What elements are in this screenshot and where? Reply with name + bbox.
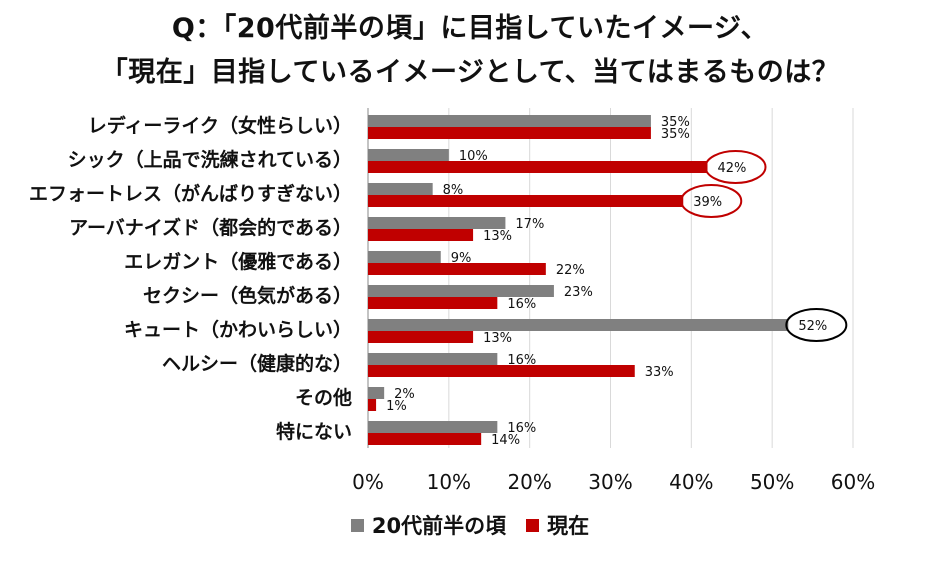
bar-past: [368, 149, 449, 161]
legend-item-past: 20代前半の頃: [350, 510, 507, 540]
x-tick-label: 0%: [352, 470, 384, 494]
data-label: 33%: [645, 365, 674, 380]
bar-now: [368, 433, 482, 445]
x-tick-label: 60%: [831, 470, 875, 494]
bar-now: [368, 331, 474, 343]
legend-label-past: 20代前半の頃: [371, 514, 507, 538]
legend-swatch-past: [350, 518, 364, 532]
data-label: 35%: [661, 115, 690, 130]
x-tick-label: 40%: [669, 470, 713, 494]
data-label: 17%: [515, 217, 544, 232]
category-label: レディーライク（女性らしい）: [88, 114, 352, 137]
data-label: 1%: [386, 399, 407, 414]
bar-past: [368, 387, 385, 399]
data-label: 10%: [459, 149, 488, 164]
bar-past: [368, 421, 498, 433]
data-label: 16%: [507, 353, 536, 368]
bar-now: [368, 399, 377, 411]
chart-title-line2: 「現在」目指しているイメージとして、当てはまるものは？: [100, 57, 840, 88]
category-label: エフォートレス（がんばりすぎない）: [29, 182, 352, 205]
category-label: アーバナイズド（都会的である）: [69, 216, 352, 239]
data-label: 22%: [556, 263, 585, 278]
bar-now: [368, 263, 546, 275]
bar-past: [368, 319, 789, 331]
category-label: シック（上品で洗練されている）: [68, 148, 352, 171]
bar-past: [368, 183, 433, 195]
category-label: エレガント（優雅である）: [124, 250, 352, 273]
category-label: 特にない: [276, 421, 352, 443]
chart-title-line1: Q：「20代前半の頃」に目指していたイメージ、: [171, 13, 769, 44]
data-label: 13%: [483, 331, 512, 346]
highlight-ellipse: [785, 308, 848, 342]
data-label: 35%: [661, 127, 690, 142]
bar-now: [368, 161, 708, 173]
data-label: 9%: [451, 251, 472, 266]
chart-legend: 20代前半の頃 現在: [0, 510, 940, 540]
data-label: 13%: [483, 229, 512, 244]
data-label: 39%: [693, 195, 722, 210]
bar-past: [368, 115, 651, 127]
bar-past: [368, 353, 498, 365]
bar-now: [368, 195, 684, 207]
category-label: セクシー（色気がある）: [143, 284, 352, 307]
x-tick-label: 30%: [588, 470, 632, 494]
category-label: ヘルシー（健康的な）: [162, 352, 352, 375]
bar-past: [368, 251, 441, 263]
category-label: キュート（かわいらしい）: [124, 318, 352, 341]
x-tick-label: 50%: [750, 470, 794, 494]
bar-now: [368, 127, 651, 139]
category-label: その他: [295, 386, 352, 409]
data-label: 14%: [491, 433, 520, 448]
legend-item-now: 現在: [526, 510, 589, 540]
data-label: 2%: [394, 387, 415, 402]
data-label: 16%: [507, 297, 536, 312]
data-label: 8%: [443, 183, 464, 198]
legend-label-now: 現在: [547, 514, 590, 538]
bar-past: [368, 285, 554, 297]
legend-swatch-now: [526, 518, 540, 532]
data-label: 16%: [507, 421, 536, 436]
bar-now: [368, 297, 498, 309]
highlight-ellipse: [704, 150, 767, 184]
x-tick-label: 10%: [427, 470, 471, 494]
bar-now: [368, 229, 474, 241]
bar-past: [368, 217, 506, 229]
highlight-ellipse: [680, 184, 743, 218]
x-tick-label: 20%: [507, 470, 551, 494]
bar-now: [368, 365, 635, 377]
data-label: 23%: [564, 285, 593, 300]
data-label: 52%: [798, 319, 827, 334]
data-label: 42%: [718, 161, 747, 176]
